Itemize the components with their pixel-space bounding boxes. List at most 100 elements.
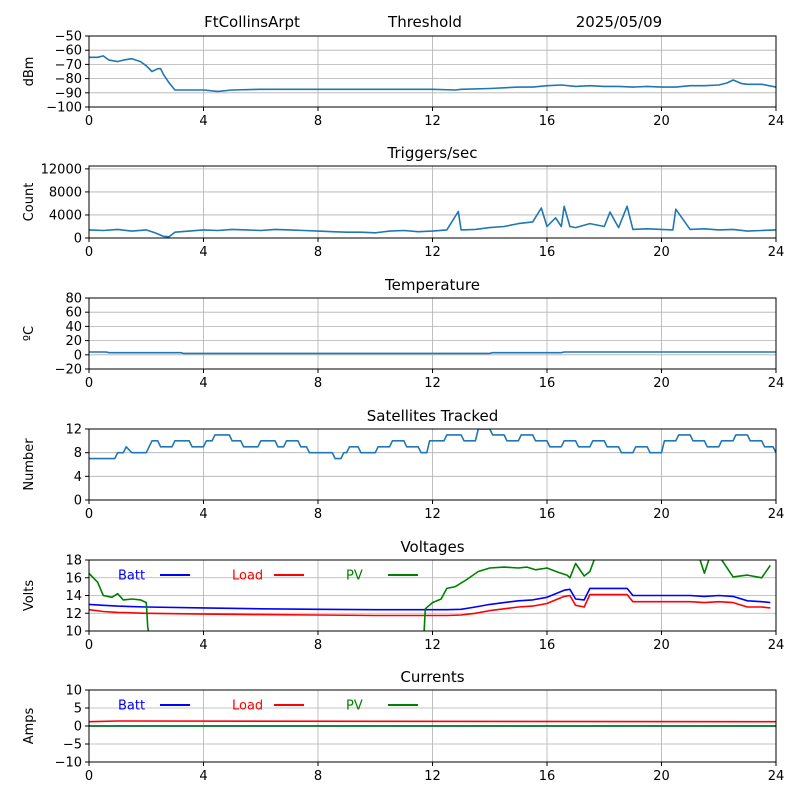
- y-tick-label: 20: [65, 334, 82, 349]
- x-tick-label: 12: [424, 638, 441, 653]
- chart-title: Temperature: [384, 276, 480, 294]
- x-tick-label: 0: [85, 114, 93, 129]
- x-tick-label: 24: [768, 114, 785, 129]
- x-tick-label: 12: [424, 376, 441, 391]
- x-tick-label: 8: [314, 376, 322, 391]
- x-tick-label: 4: [199, 507, 207, 522]
- y-axis-label: Count: [22, 183, 37, 222]
- y-tick-label: 12000: [41, 162, 82, 177]
- y-tick-label: 80: [65, 292, 82, 307]
- y-tick-label: 0: [74, 232, 82, 247]
- y-axis-label: ºC: [22, 326, 37, 341]
- y-tick-label: −20: [55, 363, 82, 378]
- y-axis-label: Amps: [22, 707, 37, 744]
- y-tick-label: 0: [74, 494, 82, 509]
- x-tick-label: 0: [85, 638, 93, 653]
- y-tick-label: 18: [65, 554, 82, 569]
- y-axis-label: Volts: [22, 580, 37, 612]
- x-tick-label: 0: [85, 769, 93, 784]
- legend: Batt Load PV: [118, 569, 418, 584]
- x-tick-label: 20: [653, 507, 670, 522]
- x-tick-label: 20: [653, 114, 670, 129]
- x-tick-label: 8: [314, 114, 322, 129]
- series-line-pv: [89, 560, 771, 631]
- station-name: FtCollinsArpt: [204, 13, 300, 31]
- y-tick-label: 8000: [49, 185, 82, 200]
- x-tick-label: 16: [539, 507, 556, 522]
- chart-panel-5: 0 4 8 12 16 20 24 10 12 14 16 18 Voltages Volts Batt Lo…: [22, 538, 784, 653]
- x-tick-label: 24: [768, 769, 785, 784]
- series-line: [89, 351, 776, 355]
- figure-header: FtCollinsArpt Threshold 2025/05/09: [204, 13, 662, 31]
- x-tick-label: 8: [314, 507, 322, 522]
- x-tick-label: 8: [314, 638, 322, 653]
- chart-title: Triggers/sec: [387, 144, 478, 162]
- series-line: [89, 55, 776, 93]
- x-tick-label: 0: [85, 507, 93, 522]
- x-tick-label: 20: [653, 769, 670, 784]
- y-tick-label: −70: [55, 58, 82, 73]
- y-tick-label: 4000: [49, 208, 82, 223]
- y-tick-label: 5: [74, 702, 82, 717]
- y-tick-label: −80: [55, 72, 82, 87]
- legend-label-load: Load: [232, 569, 263, 584]
- legend-label-load: Load: [232, 699, 263, 714]
- series-line: [89, 205, 776, 238]
- x-tick-label: 20: [653, 376, 670, 391]
- chart-panel-6: 0 4 8 12 16 20 24 −10 −5 0 5 10 Currents Amps Batt Load…: [22, 668, 784, 784]
- report-date: 2025/05/09: [576, 13, 662, 31]
- chart-panel-4: 0 4 8 12 16 20 24 0 4 8 12 Satellites Tracked Number: [22, 407, 784, 522]
- y-tick-label: 8: [74, 446, 82, 461]
- x-tick-label: 16: [539, 638, 556, 653]
- chart-panel-1: 0 4 8 12 16 20 24 −100−90−80−70−60−50 dBm: [22, 30, 784, 130]
- y-tick-label: 14: [65, 589, 82, 604]
- mode-label: Threshold: [387, 13, 462, 31]
- x-tick-label: 20: [653, 245, 670, 260]
- series-line-load: [89, 593, 771, 617]
- legend: Batt Load PV: [118, 699, 418, 714]
- y-tick-label: −60: [55, 44, 82, 59]
- x-tick-label: 20: [653, 638, 670, 653]
- chart-panel-2: 0 4 8 12 16 20 24 0 4000 8000 12000 Triggers/sec Cou…: [22, 144, 784, 260]
- series-line: [89, 429, 776, 460]
- x-tick-label: 12: [424, 769, 441, 784]
- x-tick-label: 4: [199, 114, 207, 129]
- y-tick-label: −100: [46, 101, 82, 116]
- legend-label-pv: PV: [346, 569, 363, 584]
- x-tick-label: 24: [768, 507, 785, 522]
- chart-title: Satellites Tracked: [367, 407, 498, 425]
- y-tick-label: −50: [55, 30, 82, 45]
- y-tick-label: −10: [55, 756, 82, 771]
- legend-label-batt: Batt: [118, 569, 145, 584]
- chart-title: Voltages: [400, 538, 464, 556]
- y-tick-label: 40: [65, 320, 82, 335]
- x-tick-label: 24: [768, 376, 785, 391]
- x-tick-label: 16: [539, 769, 556, 784]
- legend-label-pv: PV: [346, 699, 363, 714]
- y-tick-label: 0: [74, 720, 82, 735]
- x-tick-label: 12: [424, 507, 441, 522]
- x-tick-label: 4: [199, 769, 207, 784]
- y-axis-label: dBm: [22, 57, 37, 87]
- x-tick-label: 0: [85, 245, 93, 260]
- x-tick-label: 4: [199, 245, 207, 260]
- y-tick-label: 4: [74, 470, 82, 485]
- x-tick-label: 24: [768, 245, 785, 260]
- y-tick-label: 12: [65, 423, 82, 438]
- y-tick-label: 60: [65, 306, 82, 321]
- y-tick-label: −5: [63, 738, 82, 753]
- x-tick-label: 24: [768, 638, 785, 653]
- x-tick-label: 12: [424, 245, 441, 260]
- x-tick-label: 4: [199, 376, 207, 391]
- x-tick-label: 16: [539, 245, 556, 260]
- y-tick-label: 16: [65, 571, 82, 586]
- y-axis-label: Number: [22, 438, 37, 491]
- y-tick-label: 10: [65, 684, 82, 699]
- x-tick-label: 16: [539, 376, 556, 391]
- x-tick-label: 8: [314, 245, 322, 260]
- series-line-load: [89, 720, 776, 723]
